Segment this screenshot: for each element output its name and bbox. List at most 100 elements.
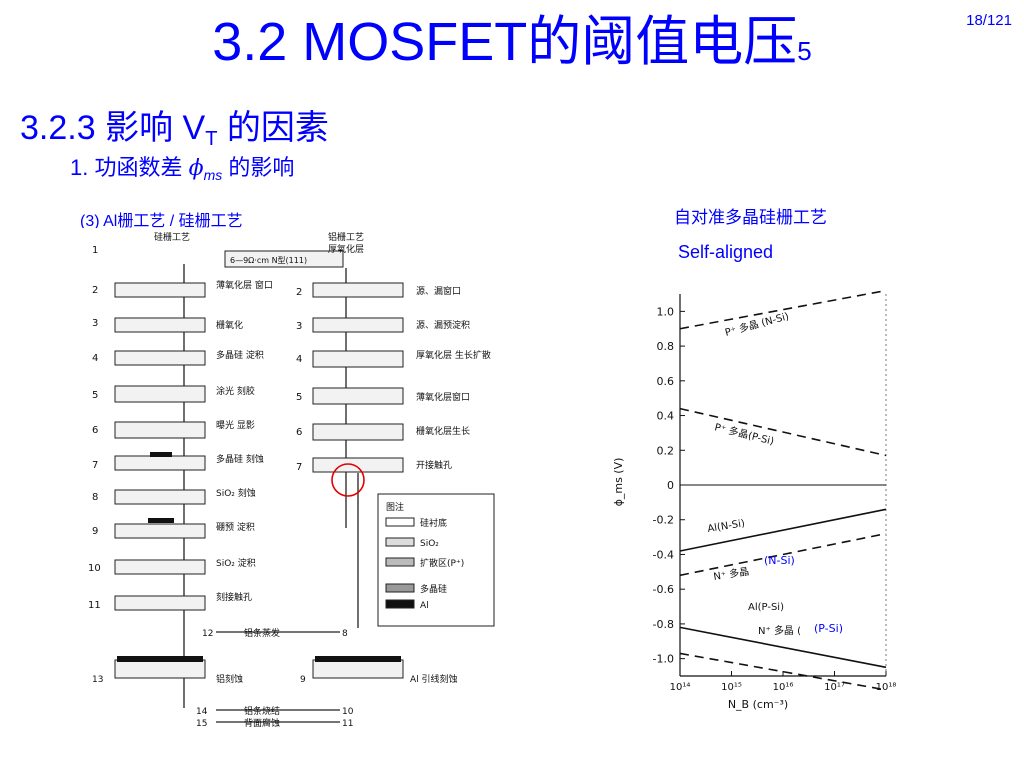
- x-tick-label: 10¹⁵: [721, 682, 742, 693]
- left-step-label: SiO₂ 淀积: [216, 557, 256, 569]
- right-column-title-1: 铝栅工艺: [328, 231, 364, 243]
- series-label-al-p: Al(P-Si): [748, 602, 784, 613]
- annot-n-si: (N-Si): [764, 554, 795, 567]
- title-suffix: 5: [797, 36, 812, 66]
- section-suffix: 的因素: [217, 109, 329, 147]
- series-line: [679, 508, 887, 552]
- step-10-right: 10: [342, 707, 354, 717]
- left-step-label: 薄氧化层 窗口: [216, 279, 273, 291]
- al-lead-label: Al 引线刻蚀: [410, 673, 458, 685]
- page-number: 18/121: [966, 12, 1012, 29]
- right-step-label: 源、漏预淀积: [416, 319, 470, 331]
- right-step-num: 6: [296, 427, 302, 438]
- legend-item: 扩散区(P⁺): [420, 557, 464, 569]
- phi-subscript: ms: [203, 167, 223, 183]
- legend-item: Al: [420, 601, 429, 611]
- left-step-label: SiO₂ 刻蚀: [216, 487, 256, 499]
- process-flow-figure: 1 2 3 4 5 6 7 8 9 10 11 薄氧化层 窗口 栅氧化 多晶硅 …: [80, 228, 500, 734]
- right-step-num: 2: [296, 287, 302, 298]
- left-step-num: 2: [92, 285, 98, 296]
- back-etch-label: 背面腐蚀: [244, 717, 280, 729]
- y-tick-label: -0.2: [653, 514, 674, 527]
- y-tick-label: 0.6: [657, 375, 675, 388]
- legend-item: 硅衬底: [420, 517, 447, 529]
- left-step-num: 3: [92, 318, 98, 329]
- x-tick-label: 10¹⁶: [773, 682, 794, 693]
- section-prefix: 3.2.3 影响 V: [20, 109, 206, 147]
- y-tick-label: 0.8: [657, 340, 675, 353]
- chart-ylabel: ϕ_ms (V): [612, 458, 625, 507]
- left-step-label: 多晶硅 刻蚀: [216, 453, 264, 465]
- left-step-label: 刻接触孔: [216, 591, 252, 603]
- phi-ms-chart: 1.0 0.8 0.6 0.4 0.2 0 -0.2 -0.4 -0.6 -0.8 -1.0 10¹⁴…: [608, 280, 908, 712]
- y-tick-label: 0.4: [657, 410, 675, 423]
- right-step-label: 厚氧化层 生长扩散: [416, 349, 491, 361]
- al-etch-label: 铝刻蚀: [216, 673, 243, 685]
- right-step-label: 薄氧化层窗口: [416, 391, 470, 403]
- left-step-label: 栅氧化: [216, 319, 243, 331]
- step-12: 12: [202, 629, 213, 639]
- substrate-wafer: [224, 250, 344, 268]
- y-tick-label: -0.6: [653, 583, 674, 596]
- x-tick-label: 10¹⁴: [670, 682, 691, 693]
- left-step-num: 6: [92, 425, 98, 436]
- right-step-num: 4: [296, 354, 302, 365]
- right-step-num: 3: [296, 321, 302, 332]
- left-step-num: 10: [88, 563, 101, 574]
- series-line: [679, 532, 887, 577]
- left-step-num: 1: [92, 245, 98, 256]
- series-line: [679, 289, 887, 330]
- left-step-num: 7: [92, 460, 98, 471]
- item-3-label: (3) Al栅工艺 / 硅栅工艺: [80, 213, 243, 230]
- right-step-num: 5: [296, 392, 302, 403]
- wafer-left-2: [114, 282, 206, 298]
- left-step-label: 多晶硅 淀积: [216, 349, 264, 361]
- y-tick-label: 1.0: [657, 305, 675, 318]
- right-step-label: 栅氧化层生长: [416, 425, 470, 437]
- phi-symbol: ϕ: [188, 156, 204, 181]
- subsection-prefix: 1. 功函数差: [70, 155, 189, 180]
- slide-title: 3.2 MOSFET的阈值电压5: [0, 10, 1024, 83]
- right-step-num: 7: [296, 462, 302, 473]
- subsection-heading: 1. 功函数差 ϕms 的影响: [70, 150, 294, 183]
- left-step-label: 曝光 显影: [216, 419, 255, 431]
- legend-title: 图注: [386, 501, 404, 513]
- series-label-n-plus-p: N⁺ 多晶 (: [758, 624, 801, 637]
- left-step-num: 11: [88, 600, 101, 611]
- x-tick-label: 10¹⁸: [876, 682, 897, 693]
- self-aligned-cn: 自对准多晶硅栅工艺: [674, 208, 827, 227]
- left-step-num: 5: [92, 390, 98, 401]
- al-evap-label: 铝条蒸发: [244, 627, 280, 639]
- series-label-al-n: Al(N-Si): [707, 518, 746, 535]
- series-line: [679, 407, 887, 457]
- figure-legend: 图注 硅衬底 SiO₂ 扩散区(P⁺) 多晶硅 Al: [377, 493, 495, 627]
- series-line: [679, 626, 887, 669]
- step-11-right: 11: [342, 719, 353, 729]
- right-column-title-2: 厚氧化层: [328, 243, 364, 255]
- step-14: 14: [196, 707, 208, 717]
- left-step-label: 涂光 刻胶: [216, 385, 255, 397]
- y-tick-label: -0.4: [653, 548, 674, 561]
- annot-p-si: (P-Si): [814, 622, 843, 635]
- step-15: 15: [196, 719, 207, 729]
- substrate-label: 6—9Ω·cm N型(111): [230, 256, 307, 265]
- self-aligned-en: Self-aligned: [678, 242, 774, 262]
- wafer-right-2: [312, 282, 404, 298]
- right-step-label: 源、漏窗口: [416, 285, 461, 297]
- left-column-title: 硅栅工艺: [154, 231, 190, 243]
- chart-xlabel: N_B (cm⁻³): [728, 698, 788, 711]
- step-13: 13: [92, 675, 103, 685]
- y-tick-label: 0: [667, 479, 674, 492]
- x-tick-label: 10¹⁷: [824, 682, 845, 693]
- step-9-right: 9: [300, 675, 306, 685]
- series-label-p-plus-p: P⁺ 多晶(P-Si): [713, 420, 775, 447]
- left-step-num: 8: [92, 492, 98, 503]
- section-heading: 3.2.3 影响 VT 的因素: [20, 100, 329, 151]
- y-tick-label: 0.2: [657, 444, 675, 457]
- sinter-label: 铝条烧结: [244, 705, 280, 717]
- left-step-num: 9: [92, 526, 98, 537]
- left-step-num: 4: [92, 353, 98, 364]
- title-text: 3.2 MOSFET的阈值电压: [212, 12, 798, 72]
- y-tick-label: -0.8: [653, 618, 674, 631]
- legend-item: SiO₂: [420, 539, 439, 549]
